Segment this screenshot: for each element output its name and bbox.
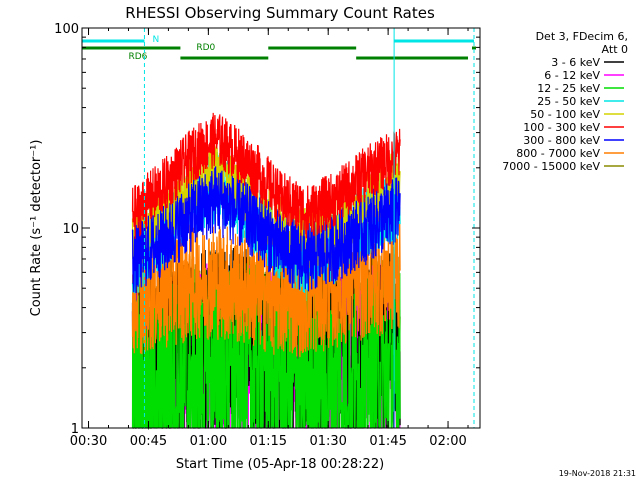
legend-entry-label: 100 - 300 keV — [523, 121, 600, 134]
series-line — [131, 166, 401, 293]
status-label-rd6: RD6 — [128, 52, 147, 62]
y-tick-label: 1 — [71, 422, 79, 437]
legend-entry-label: 25 - 50 keV — [537, 95, 600, 108]
x-tick-label: 01:45 — [369, 434, 406, 449]
axes: 00:30 00:45 01:00 01:15 01:30 01:45 02:00 1 10 10… — [54, 22, 480, 449]
series-line — [131, 212, 401, 358]
y-axis-label: Count Rate (s⁻¹ detector⁻¹) — [29, 140, 44, 317]
series-100-300-kev — [131, 112, 401, 239]
series-line — [131, 263, 401, 430]
legend-entry-label: 3 - 6 keV — [551, 56, 600, 69]
x-tick-label: 01:15 — [250, 434, 287, 449]
x-axis-label: Start Time (05-Apr-18 00:28:22) — [176, 457, 384, 472]
legend-entry-label: 12 - 25 keV — [537, 82, 600, 95]
x-tick-label: 00:45 — [130, 434, 167, 449]
legend-title-line1: Det 3, FDecim 6, — [536, 30, 628, 43]
legend-entry-label: 7000 - 15000 keV — [502, 160, 600, 173]
legend-entry-label: 800 - 7000 keV — [516, 147, 600, 160]
x-tick-label: 01:00 — [190, 434, 227, 449]
series-300-800-kev — [131, 166, 401, 293]
y-tick-label: 100 — [54, 22, 79, 37]
status-bars: N RD0 RD6 — [82, 35, 477, 62]
chart-title: RHESSI Observing Summary Count Rates — [125, 4, 435, 22]
data-layer — [131, 112, 401, 431]
legend-entry-label: 50 - 100 keV — [530, 108, 600, 121]
x-tick-label: 01:30 — [309, 434, 346, 449]
series-800-7000-kev — [131, 212, 401, 358]
series-12-25-kev — [131, 263, 401, 430]
status-label-n: N — [152, 35, 159, 45]
series-line — [131, 112, 401, 239]
status-label-rd0: RD0 — [196, 43, 215, 53]
legend-entry-label: 6 - 12 keV — [544, 69, 600, 82]
legend-title-line2: Att 0 — [602, 43, 628, 56]
x-tick-label: 02:00 — [429, 434, 466, 449]
y-tick-label: 10 — [62, 222, 79, 237]
x-tick-label: 00:30 — [70, 434, 107, 449]
footer-timestamp: 19-Nov-2018 21:31 — [559, 469, 636, 478]
legend-entry-label: 300 - 800 keV — [523, 134, 600, 147]
